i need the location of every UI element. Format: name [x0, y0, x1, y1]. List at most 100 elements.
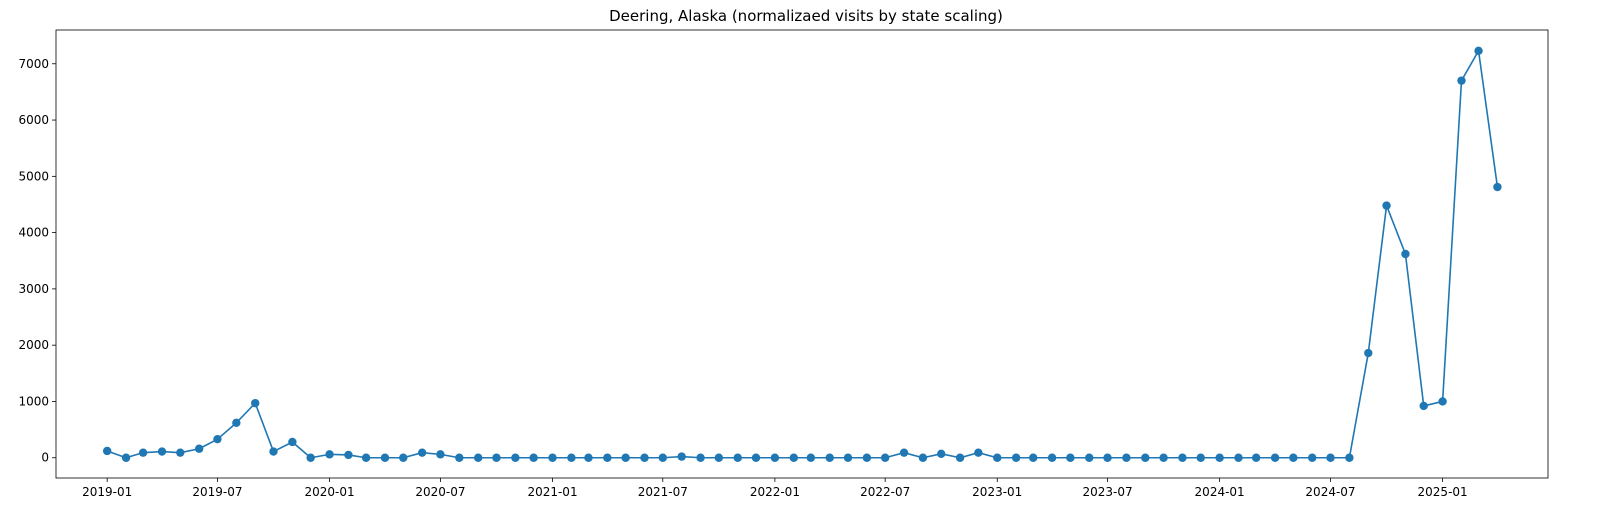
data-point	[194, 444, 204, 453]
series-layer	[102, 46, 1502, 462]
data-point	[511, 453, 520, 462]
data-point	[1474, 46, 1483, 56]
data-point	[1159, 453, 1168, 462]
data-point	[138, 448, 148, 457]
y-tick-label: 0	[41, 451, 49, 465]
data-point	[899, 448, 909, 457]
data-point	[492, 453, 501, 462]
data-point	[696, 453, 705, 462]
data-point	[1011, 453, 1021, 462]
data-point	[251, 398, 260, 408]
data-point	[361, 453, 371, 462]
data-point	[603, 453, 612, 462]
series-line	[106, 50, 1499, 459]
data-point	[1457, 76, 1466, 85]
data-point	[658, 453, 667, 462]
data-point	[1029, 453, 1038, 462]
data-point	[213, 434, 222, 444]
data-point	[1382, 201, 1391, 210]
x-tick-label: 2025-01	[1418, 485, 1468, 499]
x-tick-label: 2023-07	[1082, 485, 1132, 499]
data-point	[232, 418, 241, 428]
data-point	[733, 453, 742, 462]
x-tick-label: 2020-07	[415, 485, 465, 499]
data-point	[677, 452, 686, 461]
data-point	[974, 448, 983, 457]
data-point	[380, 453, 390, 462]
data-point	[880, 453, 890, 462]
x-tick-label: 2019-07	[192, 485, 242, 499]
data-point	[1345, 453, 1354, 462]
data-point	[1215, 453, 1224, 462]
data-point	[474, 453, 483, 462]
x-tick-label: 2019-01	[82, 485, 132, 499]
axes	[55, 29, 1549, 479]
data-point	[455, 453, 464, 462]
data-point	[1122, 453, 1131, 462]
data-point	[529, 453, 538, 462]
data-point	[1289, 453, 1298, 462]
x-tick-label: 2021-07	[638, 485, 688, 499]
data-point	[102, 446, 112, 456]
data-point	[789, 453, 798, 462]
data-point	[325, 450, 334, 459]
y-tick-label: 3000	[18, 282, 49, 296]
data-point	[1270, 453, 1280, 462]
data-point	[157, 447, 167, 456]
data-point	[121, 453, 131, 462]
data-point	[1401, 249, 1410, 259]
data-point	[584, 453, 593, 462]
data-point	[436, 450, 445, 459]
data-point	[1438, 397, 1447, 406]
data-point	[843, 453, 853, 462]
y-tick-label: 5000	[18, 169, 49, 183]
data-point	[937, 449, 946, 458]
x-tick-label: 2023-01	[972, 485, 1022, 499]
x-tick-label: 2020-01	[304, 485, 354, 499]
data-point	[1326, 453, 1335, 462]
data-point	[1178, 453, 1187, 462]
x-tick-label: 2022-07	[860, 485, 910, 499]
data-point	[1141, 453, 1150, 462]
data-point	[806, 453, 816, 462]
y-tick-label: 2000	[18, 338, 49, 352]
data-point	[306, 453, 315, 462]
y-tick-label: 1000	[18, 394, 49, 408]
y-tick-label: 7000	[18, 57, 49, 71]
data-point	[288, 437, 297, 447]
data-point	[1085, 453, 1094, 462]
data-point	[344, 450, 353, 460]
data-point	[714, 453, 724, 462]
data-point	[1196, 453, 1205, 462]
data-point	[1066, 453, 1075, 462]
data-point	[621, 453, 630, 462]
data-point	[1364, 348, 1373, 358]
chart-title: Deering, Alaska (normalizaed visits by s…	[609, 7, 1003, 25]
x-tick-label: 2024-07	[1305, 485, 1355, 499]
x-tick-label: 2022-01	[750, 485, 800, 499]
data-point	[770, 453, 780, 462]
data-point	[399, 453, 408, 462]
data-point	[176, 448, 185, 457]
data-point	[1234, 453, 1243, 462]
data-point	[1419, 401, 1428, 411]
data-point	[417, 448, 427, 457]
data-point	[1493, 182, 1502, 192]
data-point	[548, 453, 557, 462]
data-point	[640, 453, 649, 462]
data-point	[1103, 453, 1112, 462]
plot-frame	[55, 29, 1549, 479]
data-point	[1251, 453, 1261, 462]
y-tick-label: 4000	[18, 226, 49, 240]
y-tick-label: 6000	[18, 113, 49, 127]
data-point	[1308, 453, 1317, 462]
data-point	[269, 447, 278, 456]
data-point	[918, 453, 928, 462]
data-point	[993, 453, 1002, 462]
x-tick-label: 2021-01	[527, 485, 577, 499]
data-point	[825, 453, 834, 462]
data-point	[751, 453, 761, 462]
x-tick-label: 2024-01	[1195, 485, 1245, 499]
